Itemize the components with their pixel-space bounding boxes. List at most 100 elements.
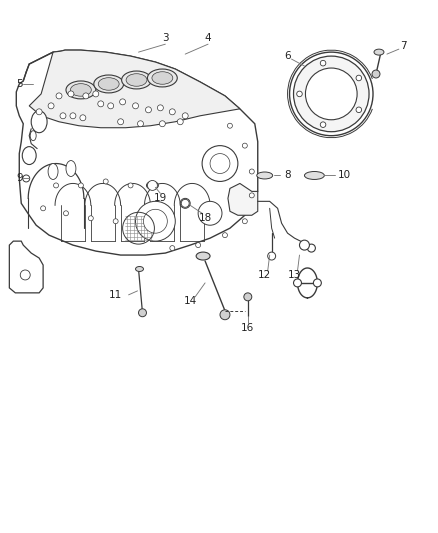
Circle shape: [93, 91, 99, 97]
Circle shape: [297, 91, 302, 96]
Circle shape: [88, 216, 93, 221]
Circle shape: [210, 154, 230, 173]
Circle shape: [135, 201, 175, 241]
Ellipse shape: [196, 252, 210, 260]
Circle shape: [118, 119, 124, 125]
Ellipse shape: [98, 78, 119, 90]
Circle shape: [144, 209, 167, 233]
Circle shape: [242, 143, 247, 148]
Circle shape: [220, 310, 230, 320]
Circle shape: [244, 293, 252, 301]
Text: 10: 10: [338, 171, 351, 181]
Circle shape: [177, 119, 183, 125]
Circle shape: [41, 206, 46, 211]
Text: 14: 14: [184, 296, 197, 306]
Polygon shape: [228, 183, 258, 215]
Text: 12: 12: [258, 270, 271, 280]
Circle shape: [198, 201, 222, 225]
Circle shape: [157, 105, 163, 111]
Circle shape: [202, 146, 238, 181]
Ellipse shape: [374, 49, 384, 55]
Text: 8: 8: [284, 171, 291, 181]
Circle shape: [120, 99, 126, 105]
Ellipse shape: [257, 172, 273, 179]
Ellipse shape: [135, 266, 144, 271]
Circle shape: [108, 103, 114, 109]
Ellipse shape: [94, 75, 124, 93]
Circle shape: [196, 243, 201, 248]
Circle shape: [70, 113, 76, 119]
Ellipse shape: [22, 147, 36, 165]
Circle shape: [305, 68, 357, 120]
Circle shape: [36, 109, 42, 115]
Text: 3: 3: [162, 33, 169, 43]
Circle shape: [128, 183, 133, 188]
Circle shape: [182, 113, 188, 119]
Text: 5: 5: [16, 79, 23, 89]
Circle shape: [249, 169, 254, 174]
Polygon shape: [29, 50, 240, 128]
Circle shape: [242, 219, 247, 224]
Ellipse shape: [30, 131, 36, 141]
Polygon shape: [9, 241, 43, 293]
Circle shape: [223, 233, 227, 238]
Circle shape: [80, 115, 86, 121]
Polygon shape: [16, 50, 258, 255]
Ellipse shape: [126, 74, 147, 86]
Ellipse shape: [66, 160, 76, 176]
Circle shape: [314, 279, 321, 287]
Text: 16: 16: [241, 322, 254, 333]
Text: 13: 13: [288, 270, 301, 280]
Circle shape: [78, 183, 83, 188]
Circle shape: [56, 93, 62, 99]
Text: 11: 11: [109, 290, 122, 300]
Circle shape: [293, 56, 369, 132]
Circle shape: [356, 75, 362, 81]
Circle shape: [307, 244, 315, 252]
Text: 7: 7: [400, 41, 407, 51]
Circle shape: [103, 179, 108, 184]
Circle shape: [48, 103, 54, 109]
Text: 19: 19: [154, 193, 167, 204]
Circle shape: [133, 103, 138, 109]
Ellipse shape: [31, 111, 47, 133]
Circle shape: [170, 109, 175, 115]
Ellipse shape: [71, 84, 91, 96]
Text: 18: 18: [198, 213, 212, 223]
Ellipse shape: [180, 198, 190, 208]
Circle shape: [268, 252, 276, 260]
Circle shape: [68, 91, 74, 97]
Circle shape: [23, 175, 30, 182]
Text: 6: 6: [284, 51, 291, 61]
Circle shape: [227, 123, 233, 128]
Circle shape: [320, 122, 326, 127]
Circle shape: [53, 183, 59, 188]
Circle shape: [148, 181, 157, 190]
Circle shape: [159, 121, 165, 127]
Circle shape: [138, 309, 146, 317]
Circle shape: [98, 101, 104, 107]
Circle shape: [64, 211, 68, 216]
Ellipse shape: [48, 164, 58, 180]
Circle shape: [60, 113, 66, 119]
Circle shape: [138, 121, 144, 127]
Ellipse shape: [148, 69, 177, 87]
Circle shape: [170, 246, 175, 251]
Ellipse shape: [146, 181, 159, 189]
Ellipse shape: [304, 172, 324, 180]
Circle shape: [113, 219, 118, 224]
Circle shape: [356, 107, 362, 112]
Circle shape: [83, 93, 89, 99]
Circle shape: [145, 107, 152, 113]
Ellipse shape: [122, 71, 152, 89]
Text: 4: 4: [205, 33, 212, 43]
Circle shape: [230, 188, 246, 203]
Circle shape: [20, 270, 30, 280]
Circle shape: [320, 60, 326, 66]
Ellipse shape: [66, 81, 96, 99]
Ellipse shape: [152, 72, 173, 84]
Circle shape: [293, 279, 301, 287]
Circle shape: [372, 70, 380, 78]
Text: 9: 9: [16, 173, 23, 183]
Circle shape: [300, 240, 309, 250]
